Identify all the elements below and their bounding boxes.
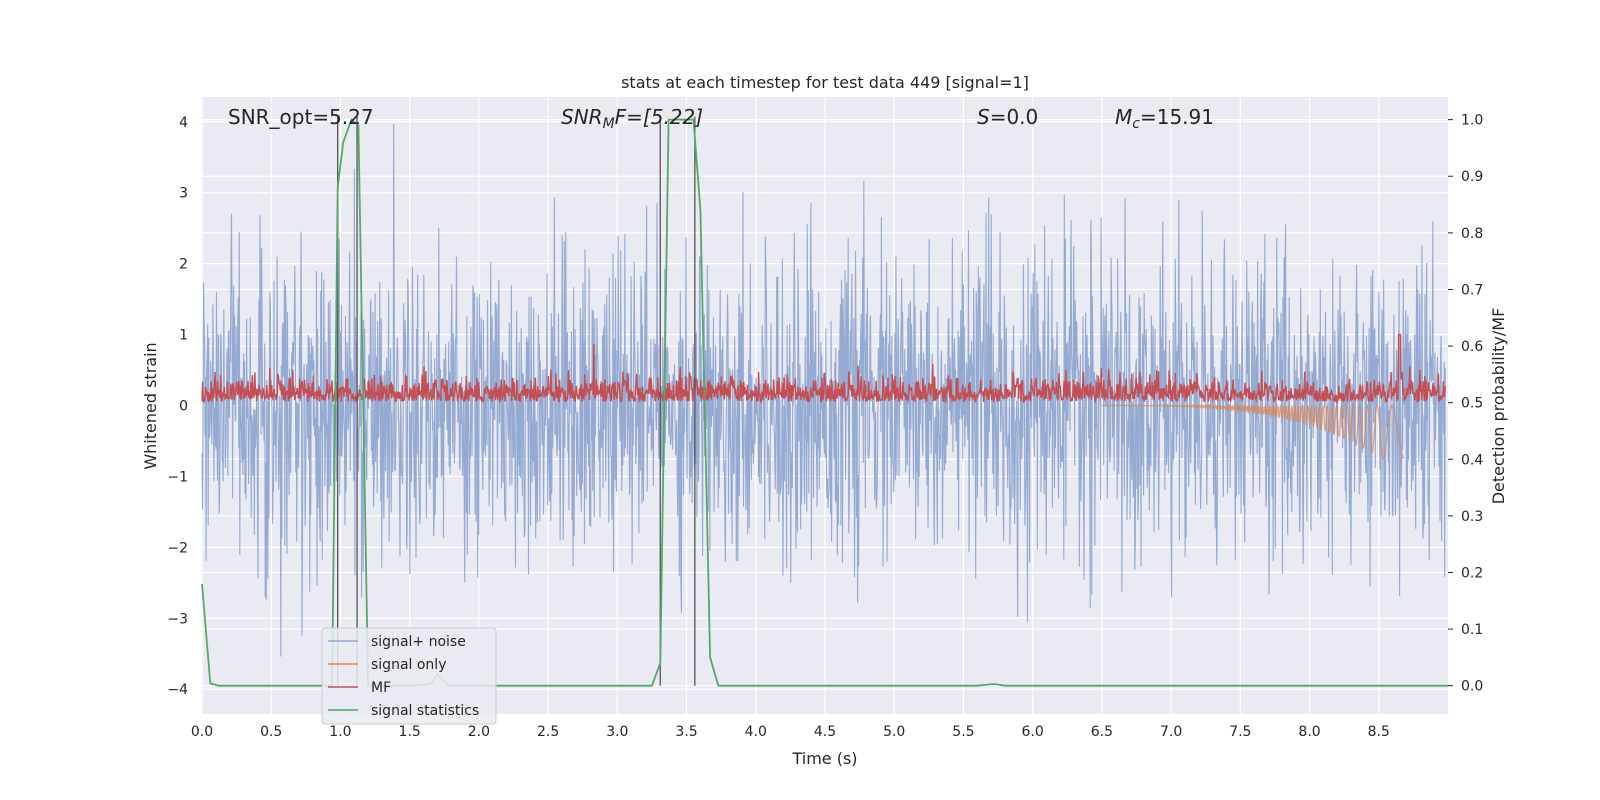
x-axis-label: Time (s)	[791, 749, 857, 768]
y2-tick-label: 0.7	[1461, 282, 1483, 298]
vertical-lines	[337, 116, 696, 686]
y-tick-label: −1	[167, 469, 188, 485]
x-tick-label: 6.5	[1091, 724, 1113, 740]
x-tick-label: 2.5	[537, 724, 559, 740]
x-tick-label: 3.5	[675, 724, 697, 740]
y-tick-label: −3	[167, 611, 188, 627]
y-tick-label: 2	[179, 257, 188, 273]
annotation-mc: Mc=15.91	[1115, 105, 1214, 132]
y2-tick-label: 0.4	[1461, 452, 1483, 468]
x-tick-label: 7.5	[1229, 724, 1251, 740]
x-tick-label: 1.5	[399, 724, 421, 740]
y-tick-label: −2	[167, 540, 188, 556]
y2-tick-label: 0.0	[1461, 679, 1483, 695]
x-tick-label: 5.5	[952, 724, 974, 740]
mf-line	[201, 333, 1446, 405]
y2-tick-label: 0.3	[1461, 509, 1483, 525]
y2-tick-label: 0.6	[1461, 339, 1483, 355]
legend-box	[321, 627, 497, 725]
legend-label-signal-statistics: signal statistics	[371, 703, 479, 719]
x-tick-label: 0.0	[191, 724, 213, 740]
x-axis: 0.0 0.5 1.0 1.5 2.0 2.5 3.0 3.5 4.0 4.5 5.0 5.5 6.0 6…	[191, 724, 1390, 740]
annotation-s: S=0.0	[977, 105, 1038, 129]
y2-tick-label: 1.0	[1461, 113, 1483, 129]
y2-axis-label: Detection probability/MF	[1489, 308, 1508, 505]
x-tick-label: 3.0	[606, 724, 628, 740]
y-axis-left: 4 3 2 1 0 −1 −2 −3 −4	[167, 115, 188, 698]
y-tick-label: 4	[179, 115, 188, 131]
x-tick-label: 6.0	[1022, 724, 1044, 740]
x-tick-label: 1.0	[329, 724, 351, 740]
y-tick-label: 0	[179, 399, 188, 415]
signal-only-series	[1101, 403, 1405, 461]
legend: signal+ noise signal only MF signal stat…	[321, 627, 497, 725]
x-tick-label: 0.5	[260, 724, 282, 740]
y2-tick-label: 0.5	[1461, 396, 1483, 412]
y2-tick-label: 0.8	[1461, 226, 1483, 242]
signal-only-line	[1101, 403, 1405, 461]
x-tick-label: 4.0	[745, 724, 767, 740]
x-tick-label: 8.5	[1368, 724, 1390, 740]
legend-label-mf: MF	[371, 680, 391, 696]
y-tick-label: 1	[179, 328, 188, 344]
y-tick-label: 3	[179, 186, 188, 202]
y-axis-right: 1.0 0.9 0.8 0.7 0.6 0.5 0.4 0.3 0.2 0.1 0.0	[1448, 113, 1483, 695]
chart-title: stats at each timestep for test data 449…	[621, 73, 1029, 92]
x-tick-label: 4.5	[814, 724, 836, 740]
legend-label-signal-only: signal only	[371, 657, 446, 673]
y-tick-label: −4	[167, 682, 188, 698]
legend-label-signal-noise: signal+ noise	[371, 634, 466, 650]
y2-tick-label: 0.2	[1461, 565, 1483, 581]
x-tick-label: 5.0	[883, 724, 905, 740]
y2-tick-label: 0.1	[1461, 622, 1483, 638]
mf-series	[201, 333, 1446, 405]
annotation-snr-opt: SNR_opt=5.27	[228, 105, 374, 129]
annotation-snr-mf: SNRMF=[5.22]	[561, 105, 703, 132]
y2-tick-label: 0.9	[1461, 169, 1483, 185]
x-tick-label: 8.0	[1298, 724, 1320, 740]
x-tick-label: 2.0	[468, 724, 490, 740]
y-axis-label: Whitened strain	[141, 342, 160, 469]
x-tick-label: 7.0	[1160, 724, 1182, 740]
